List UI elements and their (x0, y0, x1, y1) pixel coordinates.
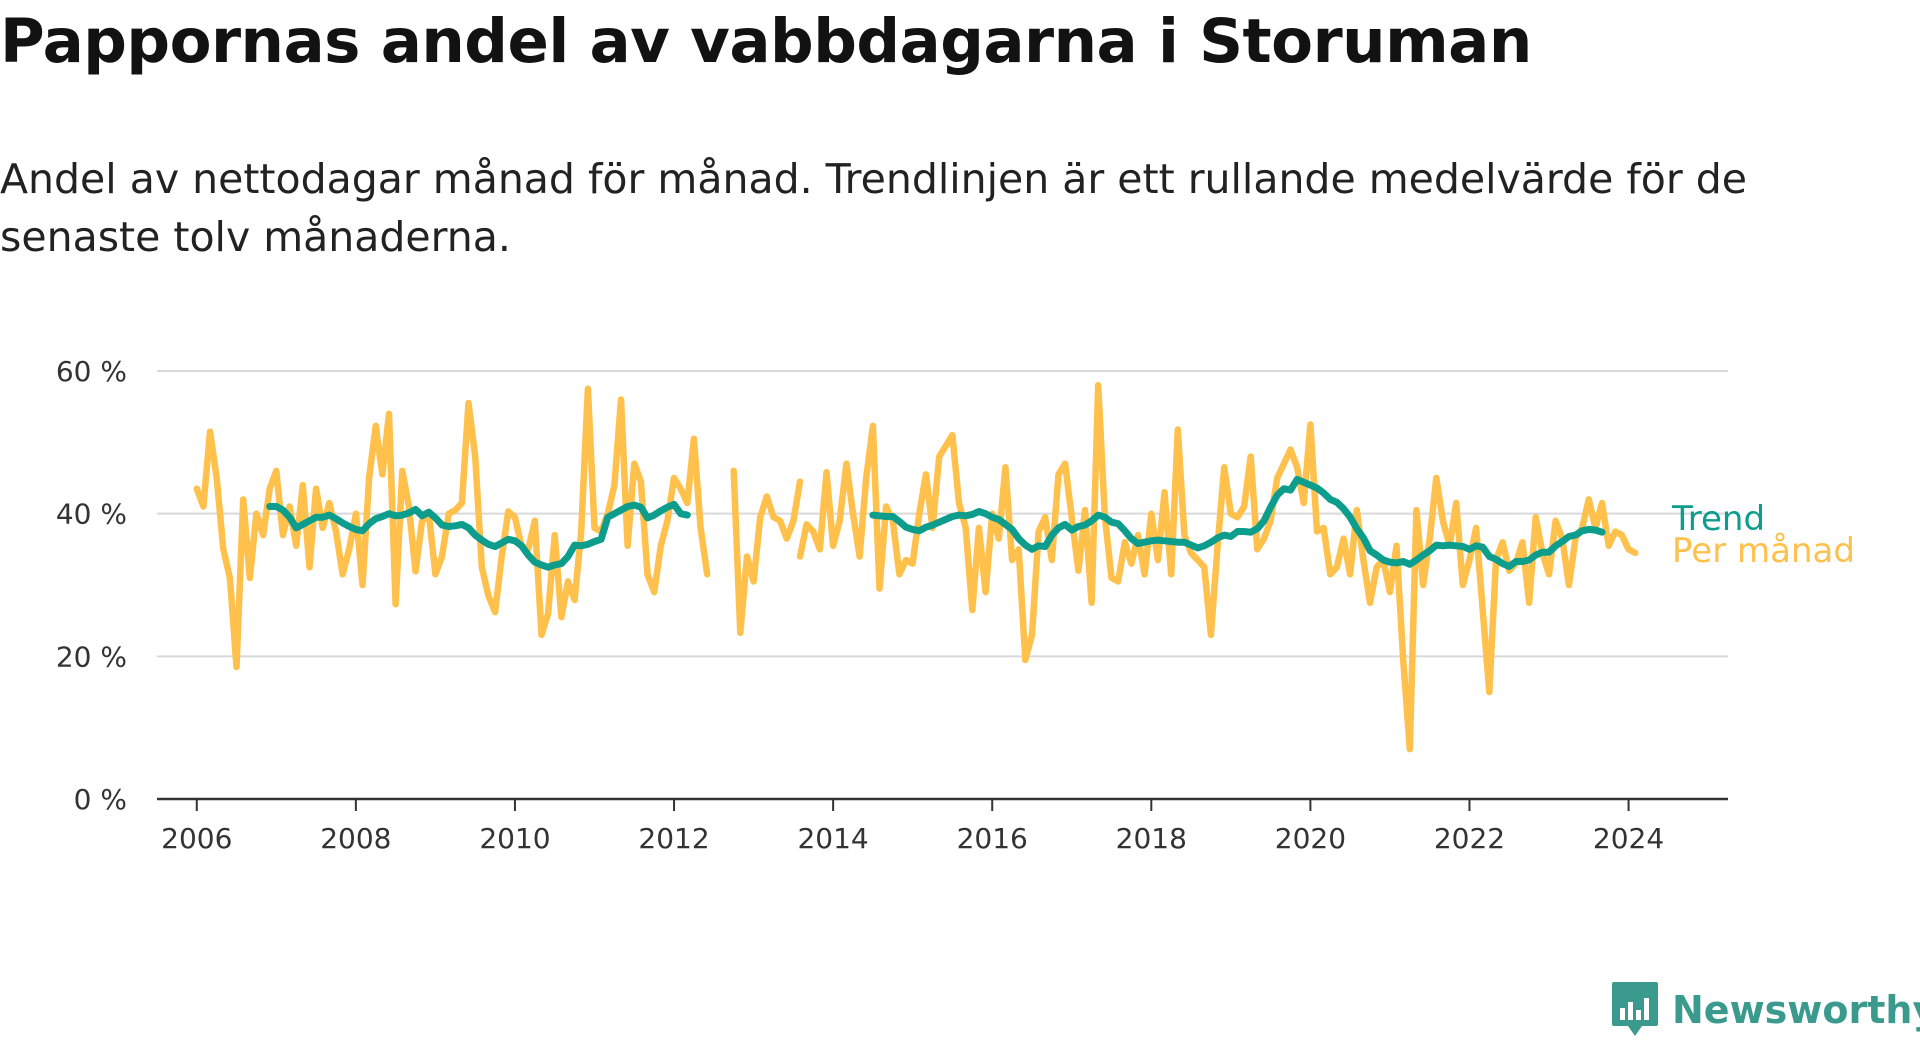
x-tick-label: 2018 (1116, 822, 1187, 855)
x-tick-label: 2006 (161, 822, 232, 855)
x-axis (157, 797, 1728, 811)
x-axis-labels: 2006 2008 2010 2012 2014 2016 2018 2020 2022 2024 (161, 822, 1664, 855)
x-tick-label: 2008 (320, 822, 391, 855)
newsworthy-logo: Newsworthy (1610, 980, 1920, 1040)
chart-title: Pappornas andel av vabbdagarna i Storuma… (0, 6, 1532, 77)
x-tick-label: 2022 (1434, 822, 1505, 855)
y-tick-label: 40 % (56, 498, 127, 531)
y-tick-label: 0 % (74, 783, 127, 816)
series-trend-line (266, 500, 691, 571)
y-tick-label: 60 % (56, 355, 127, 388)
y-axis-labels: 0 % 20 % 40 % 60 % (56, 355, 127, 816)
x-tick-label: 2016 (957, 822, 1028, 855)
bar-chart-icon (1612, 982, 1658, 1036)
x-tick-label: 2014 (797, 822, 868, 855)
y-tick-label: 20 % (56, 640, 127, 673)
series-lines (193, 382, 1639, 753)
logo-text: Newsworthy (1672, 988, 1920, 1032)
x-tick-label: 2012 (638, 822, 709, 855)
series-trend-line (869, 475, 1606, 570)
x-tick-label: 2020 (1275, 822, 1346, 855)
chart-subtitle: Andel av nettodagar månad för månad. Tre… (0, 155, 1747, 261)
series-per-manad-line (193, 385, 711, 671)
series-label-per-manad: Per månad (1672, 531, 1855, 571)
x-tick-label: 2010 (479, 822, 550, 855)
series-per-manad-line (730, 467, 804, 637)
x-tick-label: 2024 (1593, 822, 1664, 855)
series-label-trend: Trend (1671, 499, 1765, 539)
